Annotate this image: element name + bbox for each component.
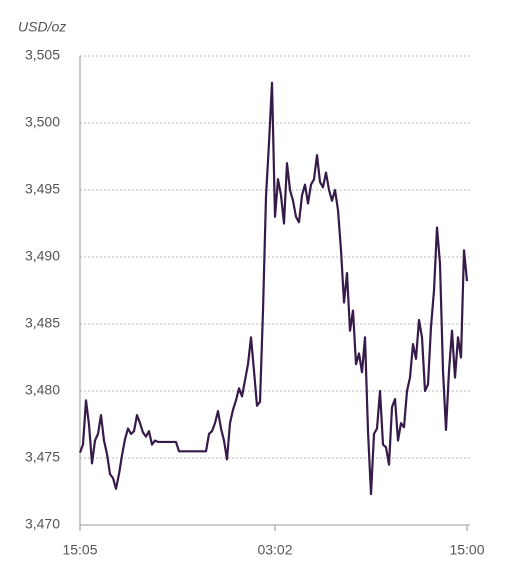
y-tick-label: 3,475 bbox=[25, 449, 60, 465]
x-tick-label: 15:05 bbox=[62, 542, 97, 558]
y-tick-label: 3,500 bbox=[25, 114, 60, 130]
y-tick-label: 3,490 bbox=[25, 248, 60, 264]
y-tick-label: 3,495 bbox=[25, 181, 60, 197]
y-tick-label: 3,505 bbox=[25, 47, 60, 63]
y-tick-label: 3,480 bbox=[25, 382, 60, 398]
x-tick-label: 03:02 bbox=[257, 542, 292, 558]
y-tick-label: 3,485 bbox=[25, 315, 60, 331]
price-line bbox=[78, 81, 469, 496]
y-axis-label: USD/oz bbox=[18, 19, 66, 35]
x-tick-label: 15:00 bbox=[449, 542, 484, 558]
y-tick-label: 3,470 bbox=[25, 516, 60, 532]
